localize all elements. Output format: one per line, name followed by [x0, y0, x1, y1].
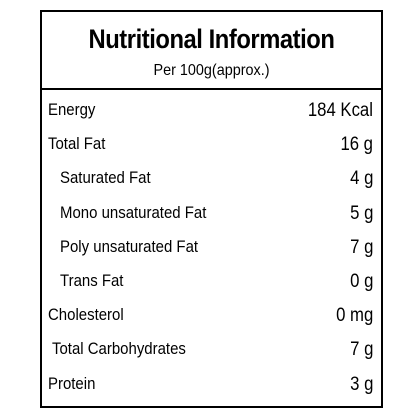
- nutrient-name: Energy: [48, 100, 96, 119]
- nutrient-name: Saturated Fat: [60, 168, 151, 188]
- nutrient-amount: 5 g: [349, 202, 373, 224]
- nutrient-row: Protein 3 g: [42, 366, 381, 400]
- nutrient-amount: 7 g: [349, 339, 373, 361]
- nutrient-name: Mono unsaturated Fat: [60, 202, 207, 222]
- divider: [42, 88, 381, 90]
- nutrient-row: Energy 184 Kcal: [42, 92, 381, 126]
- nutrient-amount: 16 g: [340, 134, 373, 156]
- title: Nutritional Information: [88, 24, 335, 54]
- nutrient-name: Trans Fat: [60, 270, 124, 290]
- nutrient-amount: 7 g: [349, 236, 373, 258]
- nutrient-name: Protein: [48, 373, 96, 393]
- nutrient-row: Cholesterol 0 mg: [42, 297, 381, 331]
- subtitle: Per 100g(approx.): [153, 62, 270, 79]
- nutrient-name: Poly unsaturated Fat: [60, 236, 199, 256]
- nutrient-amount: 4 g: [349, 168, 373, 190]
- nutrient-row: Saturated Fat 4 g: [42, 160, 381, 194]
- nutrient-row: Trans Fat 0 g: [42, 263, 381, 297]
- nutrient-row: Total Fat 16 g: [42, 126, 381, 160]
- nutrition-label: Nutritional Information Per 100g(approx.…: [40, 10, 383, 408]
- nutrient-row: Total Carbohydrates 7 g: [42, 331, 381, 365]
- nutrient-name: Total Carbohydrates: [52, 339, 186, 359]
- nutrient-amount: 0 mg: [335, 305, 373, 327]
- nutrient-amount: 184 Kcal: [307, 100, 373, 121]
- nutrition-table: Energy 184 Kcal Total Fat 16 g Saturated Fat…: [42, 92, 381, 400]
- nutrient-row: Mono unsaturated Fat 5 g: [42, 195, 381, 229]
- nutrient-amount: 3 g: [349, 373, 373, 395]
- nutrient-name: Total Fat: [48, 134, 106, 154]
- nutrient-name: Cholesterol: [48, 305, 124, 325]
- nutrient-row: Poly unsaturated Fat 7 g: [42, 229, 381, 263]
- nutrient-amount: 0 g: [349, 270, 373, 292]
